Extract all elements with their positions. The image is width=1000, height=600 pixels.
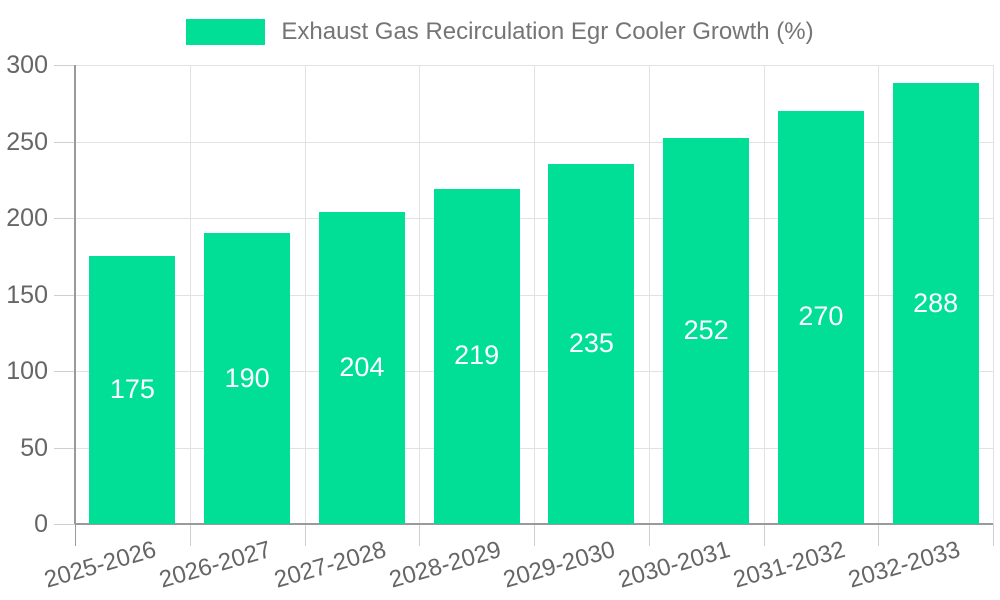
x-axis-tick bbox=[878, 524, 880, 546]
y-axis-tick-label: 0 bbox=[34, 510, 48, 538]
x-gridline bbox=[878, 65, 880, 524]
y-axis-line bbox=[74, 65, 76, 524]
y-axis-tick-label: 200 bbox=[6, 204, 48, 232]
x-gridline bbox=[304, 65, 306, 524]
x-axis-tick bbox=[993, 524, 994, 546]
x-gridline bbox=[534, 65, 535, 524]
bar[interactable] bbox=[892, 83, 979, 524]
y-axis-tick bbox=[54, 65, 75, 66]
y-axis-tick bbox=[54, 371, 75, 372]
legend-item[interactable]: Exhaust Gas Recirculation Egr Cooler Gro… bbox=[0, 14, 1000, 50]
bar[interactable] bbox=[433, 188, 520, 524]
bar[interactable] bbox=[663, 138, 750, 524]
bar[interactable] bbox=[318, 211, 405, 524]
x-axis-tick bbox=[534, 524, 535, 546]
legend-swatch-icon bbox=[186, 19, 266, 45]
y-axis-tick-label: 250 bbox=[6, 127, 48, 156]
x-axis-tick bbox=[763, 524, 765, 546]
y-axis-tick bbox=[54, 524, 75, 525]
x-gridline bbox=[763, 65, 765, 524]
y-axis-tick bbox=[54, 141, 75, 143]
x-axis-tick bbox=[75, 524, 76, 546]
x-axis-line bbox=[75, 523, 993, 525]
bar[interactable] bbox=[204, 233, 291, 524]
bar[interactable] bbox=[89, 256, 176, 524]
bar[interactable] bbox=[777, 110, 864, 524]
y-axis-tick-label: 300 bbox=[6, 51, 48, 79]
y-axis-tick-label: 50 bbox=[20, 433, 48, 462]
x-axis-tick bbox=[419, 524, 421, 546]
x-gridline bbox=[189, 65, 191, 524]
bar[interactable] bbox=[548, 164, 635, 524]
legend-label: Exhaust Gas Recirculation Egr Cooler Gro… bbox=[281, 18, 814, 45]
x-gridline bbox=[419, 65, 421, 524]
x-axis-tick bbox=[189, 524, 191, 546]
x-axis-tick bbox=[648, 524, 650, 546]
y-axis-tick-label: 150 bbox=[6, 280, 48, 309]
x-axis-tick bbox=[304, 524, 306, 546]
x-gridline bbox=[993, 65, 994, 524]
y-axis-tick bbox=[54, 294, 75, 296]
x-gridline bbox=[648, 65, 650, 524]
y-axis-tick-label: 100 bbox=[6, 357, 48, 385]
y-axis-tick bbox=[54, 218, 75, 219]
y-axis-tick bbox=[54, 447, 75, 449]
